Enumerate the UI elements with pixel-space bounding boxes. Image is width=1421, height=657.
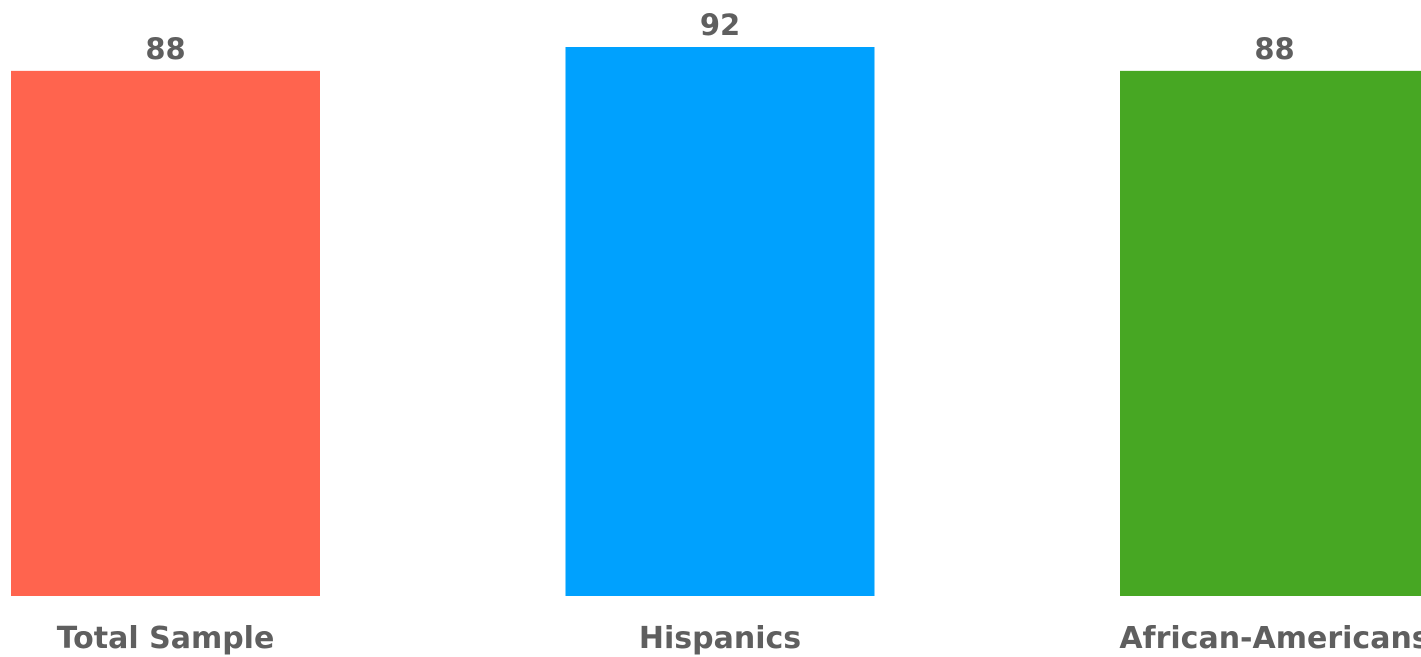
bar-2 bbox=[1120, 70, 1421, 596]
bar-1 bbox=[565, 47, 875, 596]
bar-value-label-2: 88 bbox=[1254, 32, 1294, 66]
category-labels-group: Total Sample Hispanics African-Americans bbox=[57, 621, 1421, 656]
bar-value-label-0: 88 bbox=[145, 32, 185, 66]
bar-value-label-1: 92 bbox=[700, 8, 740, 42]
bars-group bbox=[11, 47, 1421, 596]
bar-0 bbox=[11, 70, 320, 596]
category-label-2: African-Americans bbox=[1119, 621, 1421, 656]
value-labels-group: 88 92 88 bbox=[145, 8, 1294, 66]
category-label-1: Hispanics bbox=[639, 621, 801, 656]
category-label-0: Total Sample bbox=[57, 621, 275, 656]
